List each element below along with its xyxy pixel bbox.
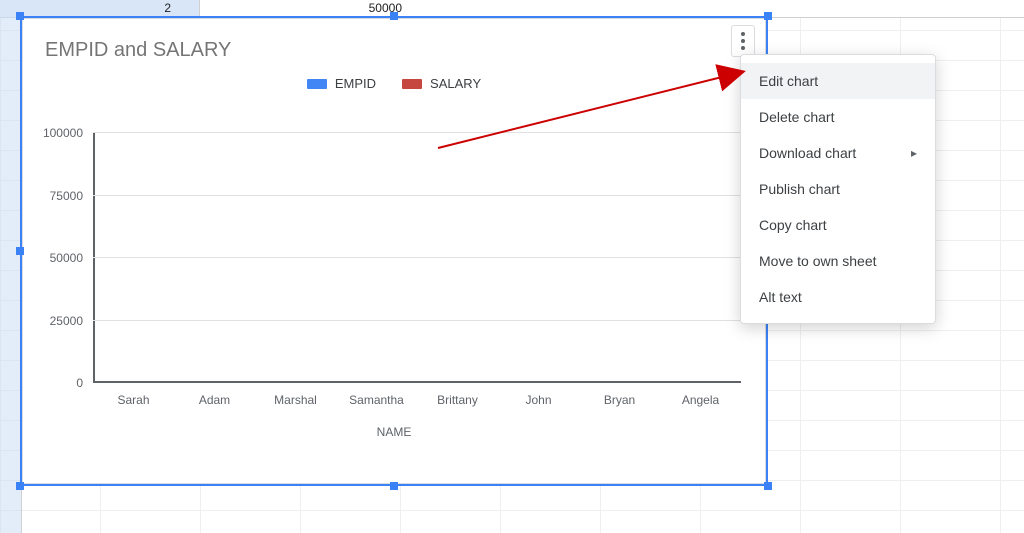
x-axis-tick-label: Brittany xyxy=(417,393,498,407)
chart-menu-button[interactable] xyxy=(731,25,755,57)
legend-item: SALARY xyxy=(402,76,481,91)
cell-b[interactable]: 2 xyxy=(0,0,200,18)
menu-item-label: Alt text xyxy=(759,289,802,305)
y-axis-tick-label: 25000 xyxy=(50,314,83,328)
menu-item-download-chart[interactable]: Download chart ▸ xyxy=(741,135,935,171)
x-axis-tick-label: Adam xyxy=(174,393,255,407)
x-axis-labels: SarahAdamMarshalSamanthaBrittanyJohnBrya… xyxy=(93,393,741,407)
chart-title: EMPID and SALARY xyxy=(23,27,765,62)
y-axis-tick-label: 100000 xyxy=(43,126,83,140)
menu-item-label: Move to own sheet xyxy=(759,253,877,269)
x-axis-tick-label: Sarah xyxy=(93,393,174,407)
top-row: 2 50000 xyxy=(0,0,1024,18)
chart-context-menu: Edit chart Delete chart Download chart ▸ Pub… xyxy=(740,54,936,324)
menu-item-label: Edit chart xyxy=(759,73,818,89)
gridline xyxy=(93,320,741,321)
legend-swatch-icon xyxy=(307,79,327,89)
menu-item-delete-chart[interactable]: Delete chart xyxy=(741,99,935,135)
menu-item-publish-chart[interactable]: Publish chart xyxy=(741,171,935,207)
menu-item-copy-chart[interactable]: Copy chart xyxy=(741,207,935,243)
menu-item-label: Delete chart xyxy=(759,109,834,125)
legend-item: EMPID xyxy=(307,76,376,91)
row-header-strip xyxy=(0,0,22,533)
gridline xyxy=(93,132,741,133)
y-axis-tick-label: 50000 xyxy=(50,251,83,265)
chart-card: EMPID and SALARY EMPIDSALARY 02500050000… xyxy=(22,18,766,484)
legend-swatch-icon xyxy=(402,79,422,89)
cell-c[interactable]: 50000 xyxy=(200,0,420,18)
x-axis-tick-label: Bryan xyxy=(579,393,660,407)
x-axis-tick-label: Angela xyxy=(660,393,741,407)
kebab-dot-icon xyxy=(741,39,745,43)
x-axis-title: NAME xyxy=(23,425,765,439)
menu-item-edit-chart[interactable]: Edit chart xyxy=(741,63,935,99)
chart-bars xyxy=(93,133,741,383)
menu-item-label: Download chart xyxy=(759,145,856,161)
gridline xyxy=(93,257,741,258)
chart-object[interactable]: EMPID and SALARY EMPIDSALARY 02500050000… xyxy=(22,18,766,484)
menu-item-move-to-own-sheet[interactable]: Move to own sheet xyxy=(741,243,935,279)
menu-item-label: Publish chart xyxy=(759,181,840,197)
x-axis-tick-label: Marshal xyxy=(255,393,336,407)
chart-plot-area: 0250005000075000100000 xyxy=(93,133,741,383)
menu-item-label: Copy chart xyxy=(759,217,827,233)
gridline xyxy=(93,195,741,196)
legend-label: SALARY xyxy=(430,76,481,91)
kebab-dot-icon xyxy=(741,32,745,36)
legend-label: EMPID xyxy=(335,76,376,91)
chart-legend: EMPID SALARY xyxy=(23,76,765,91)
chevron-right-icon: ▸ xyxy=(911,146,917,160)
x-axis-tick-label: John xyxy=(498,393,579,407)
kebab-dot-icon xyxy=(741,46,745,50)
y-axis-tick-label: 75000 xyxy=(50,189,83,203)
menu-item-alt-text[interactable]: Alt text xyxy=(741,279,935,315)
y-axis-tick-label: 0 xyxy=(76,376,83,390)
x-axis-tick-label: Samantha xyxy=(336,393,417,407)
